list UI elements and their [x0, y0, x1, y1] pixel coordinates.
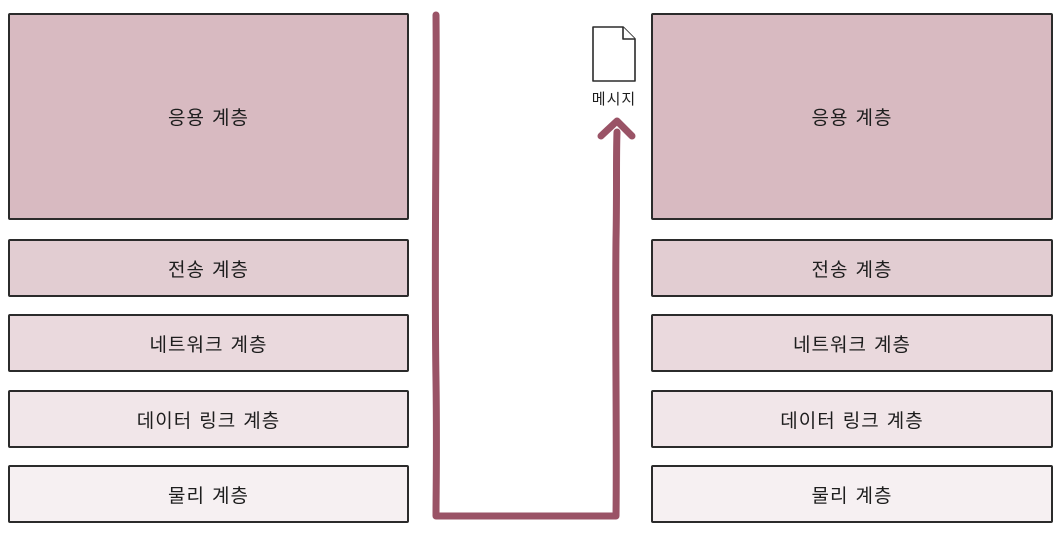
receiver-transport-layer-label: 전송 계층: [811, 258, 893, 281]
sender-physical-layer-label: 물리 계층: [168, 484, 249, 507]
receiver-application-layer: 응용 계층: [651, 13, 1053, 220]
sender-application-layer: 응용 계층: [8, 13, 409, 220]
sender-data-link-layer: 데이터 링크 계층: [8, 390, 409, 448]
sender-data-link-layer-label: 데이터 링크 계층: [136, 409, 281, 432]
flow-arrow-head: [597, 117, 636, 140]
receiver-network-layer-label: 네트워크 계층: [793, 333, 911, 356]
sender-physical-layer: 물리 계층: [8, 465, 409, 523]
document-icon: [592, 26, 636, 82]
sender-network-layer-label: 네트워크 계층: [149, 333, 268, 356]
receiver-physical-layer-label: 물리 계층: [811, 484, 893, 507]
message-label: 메시지: [591, 90, 637, 108]
receiver-data-link-layer: 데이터 링크 계층: [651, 390, 1053, 448]
receiver-data-link-layer-label: 데이터 링크 계층: [780, 409, 924, 432]
sender-transport-layer-label: 전송 계층: [168, 258, 249, 281]
receiver-network-layer: 네트워크 계층: [651, 314, 1053, 372]
receiver-application-layer-label: 응용 계층: [811, 107, 893, 129]
sender-network-layer: 네트워크 계층: [8, 314, 409, 372]
sender-transport-layer: 전송 계층: [8, 239, 409, 297]
receiver-physical-layer: 물리 계층: [651, 465, 1053, 523]
sender-application-layer-label: 응용 계층: [168, 107, 249, 129]
receiver-transport-layer: 전송 계층: [651, 239, 1053, 297]
